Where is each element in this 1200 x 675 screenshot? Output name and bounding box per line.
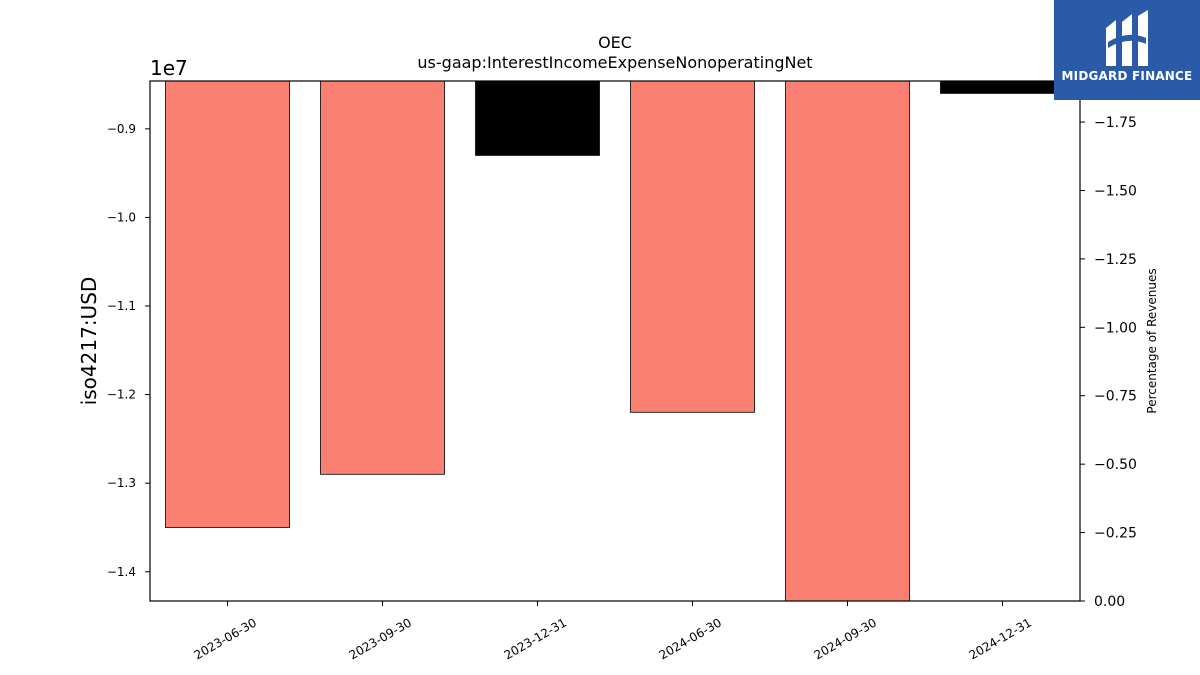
bar-2024-12-31 <box>940 80 1065 94</box>
y2-tick-label: −0.25 <box>1094 526 1137 542</box>
chart-title: OEC <box>598 33 632 52</box>
logo-mark-icon <box>1106 10 1148 66</box>
x-tick-label: 2023-09-30 <box>347 615 414 662</box>
logo-brand-text: MIDGARD FINANCE <box>1061 69 1193 83</box>
x-ticks-group: 2023-06-30 2023-09-30 2023-12-31 2024-06-30… <box>192 601 1034 662</box>
x-tick-label: 2024-06-30 <box>657 615 724 662</box>
company-logo: MIDGARD FINANCE <box>1054 0 1200 100</box>
y2-tick-label: −1.50 <box>1094 183 1137 199</box>
x-tick-label: 2023-12-31 <box>502 615 569 662</box>
y-tick-label: −1.0 <box>107 210 136 224</box>
y2-tick-label: 0.00 <box>1094 594 1125 610</box>
x-tick-label: 2024-09-30 <box>812 615 879 662</box>
x-tick-label: 2024-12-31 <box>967 615 1034 662</box>
y-tick-label: −0.9 <box>107 122 136 136</box>
y2-tick-label: −1.00 <box>1094 320 1137 336</box>
y2-ticks-group: 0.00 −0.25 −0.50 −0.75 −1.00 −1.25 −1.50 −1.75 <box>1080 115 1137 610</box>
y2-axis-label: Percentage of Revenues <box>1145 268 1159 413</box>
y-ticks-group: −0.9 −1.0 −1.1 −1.2 −1.3 −1.4 <box>107 122 150 579</box>
y2-tick-label: −1.25 <box>1094 252 1137 268</box>
bar-2024-06-30 <box>630 80 755 413</box>
plot-frame <box>149 80 1081 602</box>
y2-tick-label: −0.50 <box>1094 457 1137 473</box>
bar-2023-12-31 <box>475 80 600 156</box>
y-axis-label: iso4217:USD <box>77 277 101 406</box>
bar-2024-09-30 <box>785 80 910 602</box>
bar-2023-09-30 <box>320 80 445 475</box>
y-tick-label: −1.2 <box>107 388 136 402</box>
bars-group <box>165 80 1065 602</box>
bar-2023-06-30 <box>165 80 290 528</box>
x-tick-label: 2023-06-30 <box>192 615 259 662</box>
y-tick-label: −1.1 <box>107 299 136 313</box>
y2-tick-label: −0.75 <box>1094 389 1137 405</box>
y-tick-label: −1.4 <box>107 565 136 579</box>
y2-tick-label: −1.75 <box>1094 115 1137 131</box>
chart-subtitle: us-gaap:InterestIncomeExpenseNonoperatin… <box>417 53 812 72</box>
y-tick-label: −1.3 <box>107 476 136 490</box>
y-offset-label: 1e7 <box>150 56 188 80</box>
